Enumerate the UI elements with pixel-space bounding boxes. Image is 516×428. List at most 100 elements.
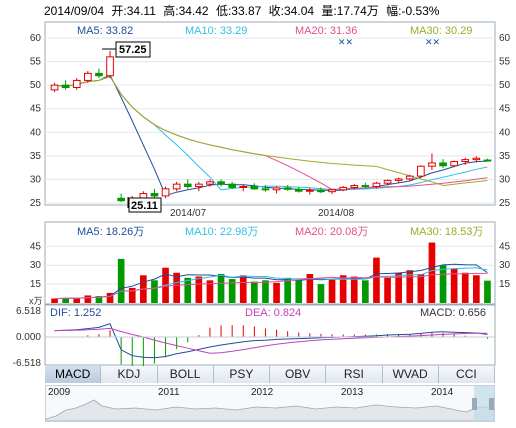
event-marker-icon[interactable]: ✕✕: [338, 37, 353, 47]
volume-y-tick-left: 15: [30, 279, 42, 290]
candle-body: [50, 84, 59, 91]
candle: [472, 156, 481, 163]
volume-bar: [395, 272, 402, 303]
candle: [306, 187, 314, 195]
candle: [84, 71, 92, 83]
candle-body: [350, 185, 359, 188]
tab-macd[interactable]: MACD: [45, 366, 102, 383]
candle: [239, 184, 248, 192]
candle: [428, 153, 436, 170]
quote-open: 开:34.11: [111, 4, 156, 18]
volume-bar: [184, 277, 192, 303]
volume-ma30-label: MA30: 18.53万: [410, 226, 483, 238]
event-marker-icon-2[interactable]: ✕✕: [425, 37, 440, 47]
candle: [161, 186, 170, 199]
candle: [61, 80, 70, 90]
candle-body: [206, 181, 214, 185]
low-annotation: 25.11: [127, 197, 162, 213]
candle-body: [161, 188, 170, 197]
overview-year-2014: 2014: [431, 387, 454, 398]
candle-body: [483, 159, 492, 162]
tab-boll[interactable]: BOLL: [157, 366, 214, 383]
candle-body: [261, 188, 270, 191]
volume-ma20-line: [54, 272, 488, 300]
candle-body: [372, 182, 381, 187]
candle-body: [72, 79, 81, 89]
macd-panel[interactable]: [44, 304, 496, 366]
price-ma20-label: MA20: 31.36: [295, 25, 357, 37]
volume-bar: [262, 280, 269, 303]
svg-text:57.25: 57.25: [119, 44, 147, 56]
tab-obv[interactable]: OBV: [270, 366, 327, 383]
macd-dif-label: DIF: 1.252: [50, 307, 101, 319]
x-tick-2014-08: 2014/08: [318, 208, 355, 219]
candle-body: [117, 197, 125, 202]
candle-body: [272, 187, 281, 191]
candle: [228, 181, 236, 189]
price-y-tick-right: 40: [499, 127, 511, 138]
candle: [95, 68, 103, 79]
candle: [417, 165, 425, 179]
candle-body: [417, 165, 425, 177]
candle: [361, 182, 370, 188]
candle-body: [317, 189, 325, 193]
price-ma30-line: [54, 75, 488, 187]
candle-body: [95, 72, 103, 77]
price-ma10-label: MA10: 33.29: [185, 25, 247, 37]
overview-right-handle: [489, 398, 494, 410]
candle: [350, 184, 359, 190]
tab-cci[interactable]: CCI: [438, 366, 495, 383]
price-moving-averages: [54, 74, 488, 197]
candle-body: [250, 186, 259, 190]
candle-body: [339, 186, 347, 191]
tab-rsi[interactable]: RSI: [326, 366, 383, 383]
volume-y-tick-left: 45: [30, 241, 42, 252]
candle-body: [239, 186, 248, 188]
volume-bar: [384, 277, 391, 303]
macd-y-tick: 0.000: [16, 332, 41, 343]
candle: [394, 177, 403, 184]
volume-bar: [51, 298, 58, 303]
candle: [250, 183, 259, 190]
macd-y-tick: -6.518: [13, 358, 42, 366]
tab-wvad[interactable]: WVAD: [382, 366, 439, 383]
price-y-tick-right: 50: [499, 80, 511, 91]
volume-bar: [328, 279, 336, 303]
volume-bar: [317, 284, 325, 303]
candle: [183, 179, 192, 189]
candle: [439, 159, 447, 169]
volume-y-tick-right: 15: [499, 279, 511, 290]
candle: [217, 179, 225, 187]
quote-close: 收:34.04: [268, 4, 315, 18]
price-ma5-label: MA5: 33.82: [77, 25, 133, 37]
price-y-tick-left: 55: [30, 57, 42, 68]
price-y-tick-right: 60: [499, 33, 511, 44]
volume-moving-averages: [54, 263, 488, 300]
tab-kdj[interactable]: KDJ: [101, 366, 158, 383]
volume-bar: [239, 275, 247, 303]
volume-bar: [284, 277, 291, 303]
candle-body: [195, 183, 203, 187]
tab-psy[interactable]: PSY: [213, 366, 270, 383]
volume-bar: [95, 296, 103, 303]
price-y-tick-left: 45: [30, 104, 42, 115]
candle-body: [394, 178, 403, 181]
candle: [317, 187, 325, 194]
volume-bar: [84, 295, 92, 303]
volume-bar: [362, 280, 369, 303]
volume-ma5-line: [54, 263, 488, 300]
volume-bars: [51, 242, 491, 303]
volume-bar: [306, 274, 314, 303]
candle-body: [217, 181, 225, 185]
volume-bar: [195, 276, 203, 303]
stock-chart[interactable]: 60 60 55 55 50 50 45 45 40 40 35 35 30 30 25 25 MA5: 33…: [0, 0, 516, 366]
overview-left-handle: [472, 398, 477, 410]
overview-year-2009: 2009: [48, 387, 71, 398]
quote-date: 2014/09/04: [44, 4, 105, 18]
price-y-tick-left: 25: [30, 198, 42, 209]
overview-year-2012: 2012: [251, 387, 274, 398]
volume-y-axis: 45 45 30 30 15 15: [30, 241, 511, 290]
volume-bar: [406, 270, 414, 303]
timeline-overview[interactable]: 2009 2011 2012 2013 2014: [45, 385, 495, 422]
volume-bar: [106, 292, 114, 303]
